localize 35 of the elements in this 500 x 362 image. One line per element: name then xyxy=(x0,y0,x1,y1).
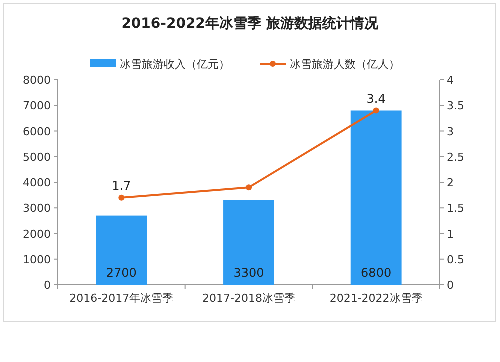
legend-label: 冰雪旅游收入（亿元） xyxy=(120,58,230,71)
y2-tick-label: 0.5 xyxy=(447,253,464,266)
point xyxy=(373,108,380,114)
y-tick-label: 0 xyxy=(44,279,51,292)
y-tick-label: 5000 xyxy=(23,150,51,164)
y-tick-label: 7000 xyxy=(23,100,51,113)
y2-tick-label: 1 xyxy=(447,228,454,241)
data-label: 3.4 xyxy=(366,92,386,106)
y-tick-label: 1000 xyxy=(23,253,51,266)
y-tick-label: 6000 xyxy=(23,125,51,138)
data-label: 6800 xyxy=(361,266,392,280)
y2-tick-label: 1.5 xyxy=(447,202,464,216)
chart-title: 2016-2022年冰雪季 旅游数据统计情况 xyxy=(122,15,380,32)
y2-tick-label: 0 xyxy=(447,279,454,292)
y2-tick-label: 3 xyxy=(447,125,454,138)
x-tick-label: 2016-2017年冰雪季 xyxy=(70,292,174,305)
bar xyxy=(350,110,402,285)
y-tick-label: 8000 xyxy=(23,74,51,87)
point xyxy=(118,194,125,201)
y2-tick-label: 2.5 xyxy=(447,150,464,164)
y2-tick-label: 2 xyxy=(447,176,454,190)
bar xyxy=(96,216,148,285)
y-tick-label: 4000 xyxy=(23,176,51,190)
y2-tick-label: 3.5 xyxy=(447,100,464,113)
y2-tick-label: 4 xyxy=(447,74,454,87)
y-tick-label: 2000 xyxy=(23,228,51,241)
data-label: 1.7 xyxy=(112,178,132,193)
legend-label: 冰雪旅游人数（亿人） xyxy=(290,58,400,71)
data-label: 3300 xyxy=(234,266,264,280)
x-tick-label: 2021-2022冰雪季 xyxy=(330,292,423,305)
x-tick-label: 2017-2018冰雪季 xyxy=(202,292,296,305)
data-label: 2700 xyxy=(106,266,137,280)
point xyxy=(246,184,252,191)
y-tick-label: 3000 xyxy=(23,202,51,216)
bar xyxy=(224,200,274,285)
